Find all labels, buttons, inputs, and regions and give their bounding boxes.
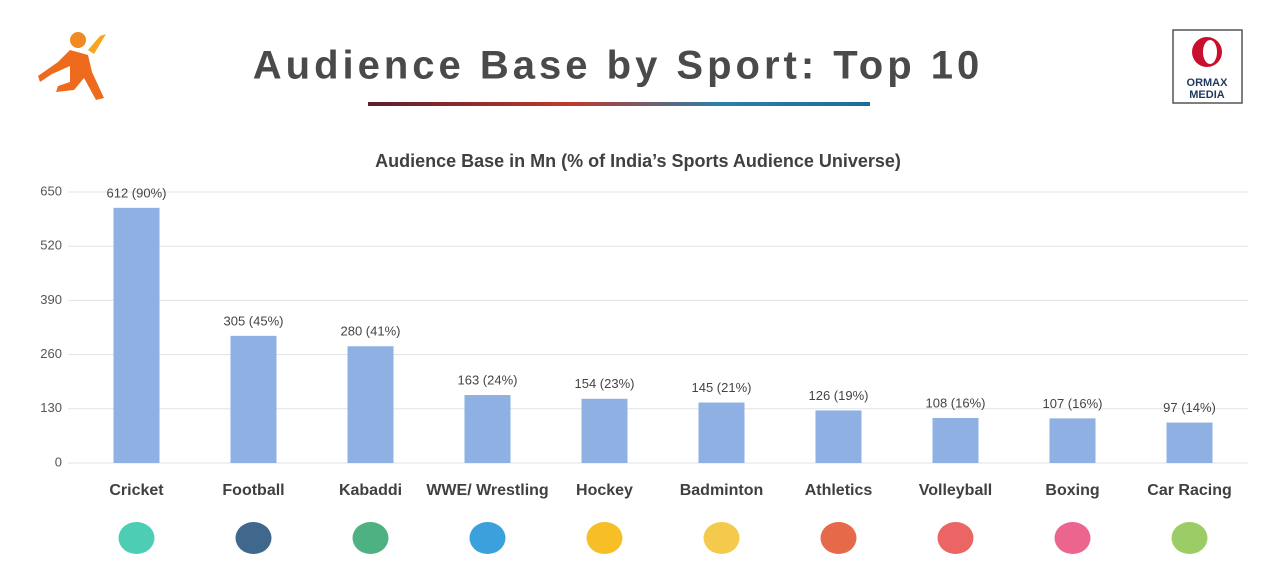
y-tick-label: 0 [55,454,62,469]
sport-icon [937,522,974,554]
bar [698,402,745,463]
bar [230,335,277,463]
x-tick-label: WWE/ Wrestling [426,482,548,499]
x-tick-label: Boxing [1045,482,1099,499]
value-label: 163 (24%) [458,372,518,387]
y-tick-label: 130 [40,400,62,415]
bar [581,398,628,463]
value-label: 280 (41%) [341,324,401,339]
value-label: 107 (16%) [1043,396,1103,411]
x-tick-label: Kabaddi [339,482,402,499]
runner-logo [38,32,106,100]
sport-icon [820,522,857,554]
x-tick-label: Badminton [680,482,764,499]
page-title: Audience Base by Sport: Top 10 [253,44,984,88]
bar [464,395,511,463]
sport-icon [118,522,155,554]
title-underline [368,102,870,106]
x-tick-label: Cricket [109,482,164,499]
x-tick-label: Hockey [576,482,633,499]
x-tick-label: Volleyball [919,482,993,499]
x-tick-label: Athletics [805,482,873,499]
value-label: 305 (45%) [224,313,284,328]
ormax-logo: ORMAX MEDIA [1172,29,1243,104]
logo-text: ORMAX [1187,77,1229,89]
sport-icon [703,522,740,554]
value-label: 126 (19%) [809,388,869,403]
logo-text: MEDIA [1189,89,1225,101]
y-tick-label: 520 [40,238,62,253]
x-tick-label: Car Racing [1147,482,1231,499]
sport-icon [586,522,623,554]
y-tick-label: 260 [40,346,62,361]
bar [815,410,862,463]
bar [347,346,394,463]
y-tick-label: 390 [40,292,62,307]
bar [1049,418,1096,463]
y-tick-label: 650 [40,183,62,198]
value-label: 154 (23%) [575,376,635,391]
value-label: 145 (21%) [692,380,752,395]
sport-icon [235,522,272,554]
sport-icon [1054,522,1091,554]
bar [113,207,160,463]
sport-icon [1171,522,1208,554]
sport-icon [352,522,389,554]
chart-title: Audience Base in Mn (% of India’s Sports… [375,151,901,171]
bar [1166,422,1213,463]
bar [932,417,979,463]
value-label: 612 (90%) [107,185,167,200]
value-label: 97 (14%) [1163,400,1216,415]
x-tick-label: Football [222,482,284,499]
sport-icon [469,522,506,554]
value-label: 108 (16%) [926,395,986,410]
